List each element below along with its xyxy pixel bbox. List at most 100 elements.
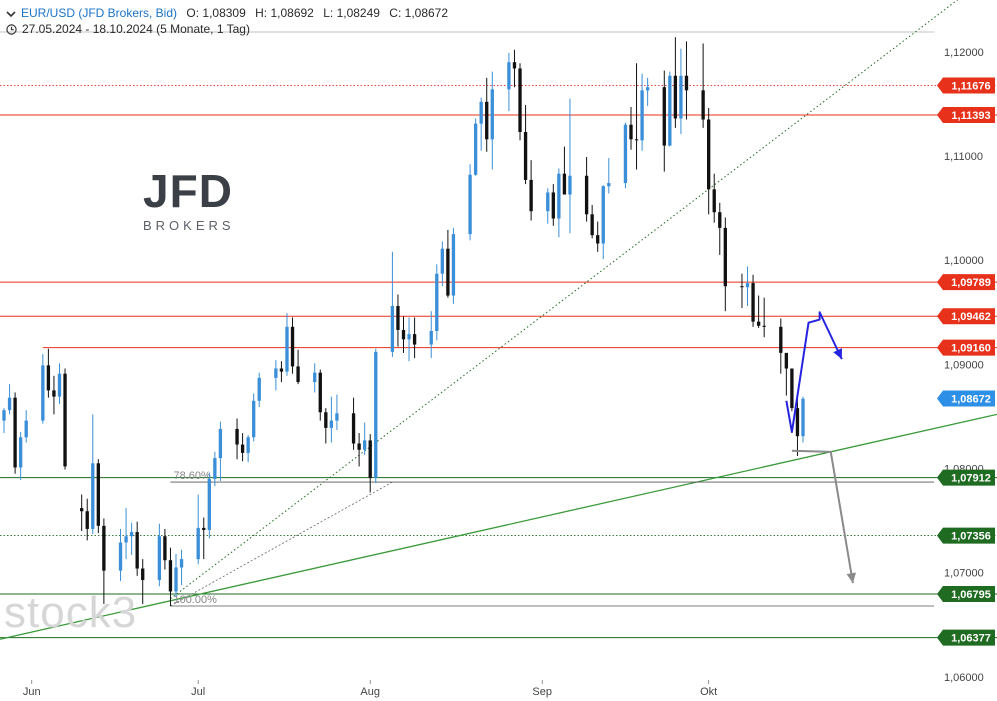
candle-body	[407, 334, 411, 340]
horizontal-levels	[0, 85, 997, 639]
candle-body	[507, 62, 511, 90]
candle-body	[596, 235, 600, 244]
candle-body	[584, 175, 589, 215]
candle-body	[390, 305, 395, 352]
candle-body	[7, 397, 12, 411]
candle-body	[313, 372, 317, 383]
candle-body	[351, 413, 356, 444]
candle-body	[762, 325, 766, 327]
level-label-text: 1,09789	[951, 277, 991, 289]
candle-body	[157, 536, 162, 580]
candle-body	[790, 368, 794, 409]
candle-body	[52, 390, 56, 397]
fibonacci-retracement: 78.60% 100.00%	[170, 470, 934, 607]
close-label: C:	[389, 6, 402, 20]
candle-body	[568, 175, 572, 195]
logo-wordmark: JFD	[143, 165, 233, 217]
level-label-text: 1,09160	[951, 343, 991, 355]
candle-body	[795, 408, 800, 437]
candle-body	[645, 87, 650, 91]
chart-header-period: 27.05.2024 - 18.10.2024 (5 Monate, 1 Tag…	[6, 22, 250, 38]
candle-body	[163, 536, 167, 561]
candle-body	[362, 440, 367, 450]
candle-body	[751, 283, 755, 322]
candle-body	[246, 437, 250, 453]
candle-body	[718, 212, 722, 228]
candle-body	[335, 413, 339, 421]
level-label-text: 1,09462	[951, 311, 991, 323]
candle-body	[329, 420, 334, 428]
candle-body	[2, 410, 6, 421]
level-label-text: 1,07356	[951, 531, 991, 543]
candle-body	[80, 508, 84, 512]
projection-arrowhead	[833, 348, 842, 360]
candle-body	[274, 368, 278, 378]
period: (5 Monate, 1 Tag)	[156, 22, 250, 36]
open-label: O:	[186, 6, 200, 20]
axes: 1,060001,070001,080001,090001,100001,110…	[23, 47, 984, 698]
candle-body	[324, 412, 328, 428]
candle-body	[279, 368, 284, 372]
projection-path	[785, 311, 843, 434]
candle-body	[601, 186, 605, 244]
level-label-box	[937, 339, 995, 356]
level-label-box	[937, 629, 995, 646]
y-tick-label: 1,07000	[944, 568, 984, 580]
candle-body	[213, 458, 217, 479]
candle-body	[623, 124, 628, 184]
high-value: 1,08692	[270, 6, 314, 20]
projection-arrowhead	[846, 572, 857, 584]
x-tick-label: Sep	[532, 686, 552, 698]
candle-body	[296, 366, 300, 383]
y-tick-label: 1,06000	[944, 672, 984, 684]
candle-body	[607, 183, 611, 187]
candle-body	[135, 532, 139, 569]
candle-body	[590, 214, 594, 236]
level-label-box	[937, 586, 995, 603]
candle-body	[374, 351, 378, 478]
candle-body	[512, 62, 517, 69]
candle-body	[446, 248, 450, 296]
candle-body	[451, 234, 456, 296]
x-tick-label: Aug	[360, 686, 380, 698]
candle-body	[174, 567, 178, 592]
candle-body	[490, 89, 494, 140]
candle-body	[801, 398, 805, 437]
level-label-box	[937, 527, 995, 544]
candle-body	[124, 536, 128, 543]
y-tick-label: 1,09000	[944, 359, 984, 371]
candle-body	[779, 326, 783, 353]
candle-body	[24, 420, 28, 438]
candle-body	[141, 568, 145, 580]
chart-header-ohlc: EUR/USD (JFD Brokers, Bid) O: 1,08309 H:…	[6, 6, 448, 22]
x-tick-label: Okt	[700, 686, 717, 698]
chevron-down-icon[interactable]	[6, 8, 16, 22]
x-tick-label: Jun	[23, 686, 41, 698]
candle-body	[629, 124, 633, 140]
candle-body	[85, 511, 89, 529]
watermark: stock3	[4, 588, 138, 637]
trendlines	[0, 0, 997, 640]
candle-body	[546, 192, 550, 212]
candle-body	[562, 173, 567, 195]
candle-body	[684, 75, 689, 91]
high-label: H:	[255, 6, 268, 20]
candle-body	[701, 90, 705, 120]
symbol-name[interactable]: EUR/USD (JFD Brokers, Bid)	[21, 6, 178, 20]
candle-body	[179, 559, 184, 568]
low-value: 1,08249	[336, 6, 380, 20]
candle-body	[207, 478, 211, 530]
candle-body	[634, 139, 639, 141]
candle-body	[529, 179, 533, 212]
candle-body	[129, 532, 134, 537]
open-value: 1,08309	[202, 6, 246, 20]
level-label-box	[937, 308, 995, 325]
candle-body	[784, 352, 789, 369]
candle-body	[290, 326, 295, 367]
candle-body	[435, 273, 439, 331]
candle-body	[240, 444, 245, 453]
candle-body	[368, 440, 372, 478]
candle-body	[668, 75, 672, 146]
candle-body	[96, 463, 100, 526]
